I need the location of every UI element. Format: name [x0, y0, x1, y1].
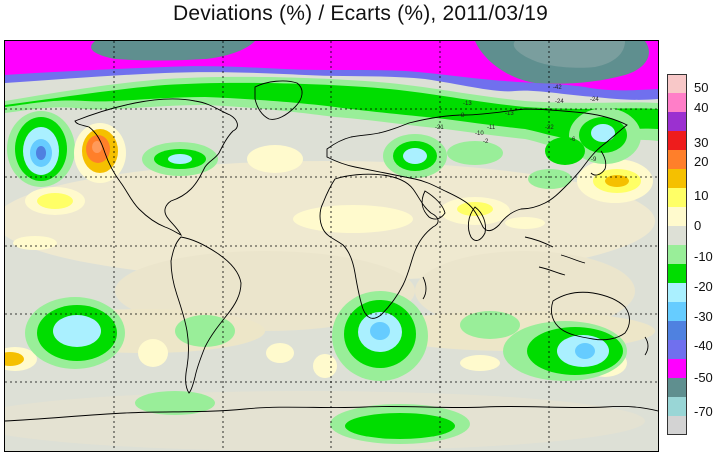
arctic-band	[5, 41, 658, 100]
legend-label: -50	[694, 370, 713, 386]
map-value-label: -42	[553, 85, 562, 91]
legend-swatch	[667, 93, 687, 112]
legend-swatch	[667, 112, 687, 131]
legend-swatch	[667, 359, 687, 378]
coastlines	[5, 80, 658, 422]
legend-swatch	[667, 169, 687, 188]
legend-label: -70	[694, 404, 713, 420]
legend-label: 40	[694, 100, 709, 116]
yellow-patches	[5, 145, 653, 378]
map-value-label: -2	[483, 139, 489, 145]
legend-swatch	[667, 340, 687, 359]
negative-regions	[5, 76, 658, 444]
legend-swatch	[667, 321, 687, 340]
map-value-label: -11	[487, 125, 496, 131]
map-value-label: -10	[475, 131, 484, 137]
map-value-label: -13	[505, 111, 514, 117]
graticule	[5, 41, 658, 451]
legend-swatch	[667, 131, 687, 150]
legend-label: -20	[694, 279, 713, 294]
legend-label: 20	[694, 153, 709, 169]
legend-label: 10	[694, 187, 709, 203]
legend-label: 30	[694, 134, 709, 150]
legend-label: -10	[694, 248, 713, 264]
color-legend	[667, 74, 687, 435]
legend-swatch	[667, 378, 687, 397]
warm-anomaly	[74, 123, 126, 183]
legend-swatch	[667, 302, 687, 321]
map-value-label: -8	[459, 113, 465, 119]
legend-swatch	[667, 74, 687, 93]
map-value-label: -24	[555, 99, 564, 105]
deviation-map: -13 -8 -13 -24 -22 -11 -21 -42 -24 -6 -9 -2 -10	[4, 40, 659, 452]
map-value-labels: -13 -8 -13 -24 -22 -11 -21 -42 -24 -6 -9 -2 -10	[435, 85, 599, 163]
map-title: Deviations (%) / Ecarts (%), 2011/03/19	[172, 2, 549, 25]
map-value-label: -21	[435, 125, 444, 131]
map-value-label: -9	[591, 157, 597, 163]
legend-swatch	[667, 150, 687, 169]
legend-swatch	[667, 188, 687, 207]
legend-swatch	[667, 245, 687, 264]
legend-swatch	[667, 397, 687, 416]
map-value-label: -13	[463, 101, 472, 107]
legend-swatch	[667, 264, 687, 283]
legend-label: -30	[694, 309, 713, 325]
legend-label: -40	[694, 337, 713, 353]
legend-label: 50	[694, 79, 709, 95]
map-value-label: -6	[570, 137, 576, 143]
map-value-label: -22	[545, 125, 554, 131]
deviation-field: -13 -8 -13 -24 -22 -11 -21 -42 -24 -6 -9 -2 -10	[5, 41, 658, 451]
legend-swatch	[667, 416, 687, 435]
legend-label: 0	[694, 218, 702, 234]
legend-swatch	[667, 226, 687, 245]
legend-swatch	[667, 207, 687, 226]
legend-swatch	[667, 283, 687, 302]
map-value-label: -24	[590, 97, 599, 103]
